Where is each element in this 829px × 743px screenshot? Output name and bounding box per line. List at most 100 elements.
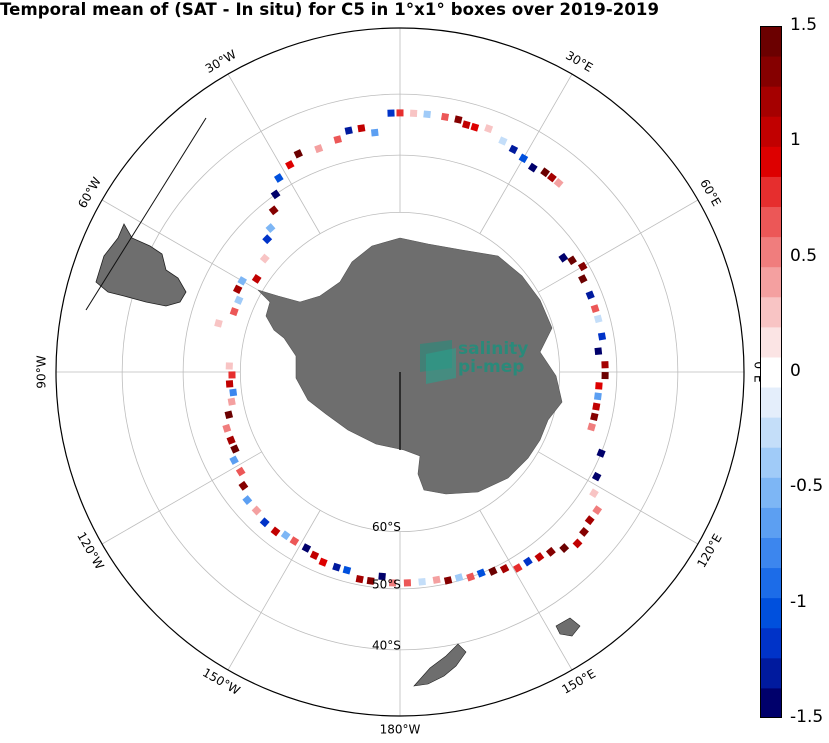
data-box (592, 402, 601, 411)
data-box (259, 253, 270, 264)
chart-title: Temporal mean of (SAT - In situ) for C5 … (0, 0, 660, 19)
data-box (342, 565, 352, 575)
data-box (499, 563, 510, 574)
colorbar-segment (760, 507, 782, 538)
data-box (512, 563, 523, 573)
data-box (235, 466, 246, 477)
data-box (601, 361, 609, 369)
data-box (285, 160, 295, 170)
data-box (590, 412, 599, 421)
data-box (234, 295, 244, 305)
longitude-label: 120°W (74, 530, 107, 572)
south-america-landmass (95, 223, 187, 307)
colorbar-segment (760, 387, 782, 418)
salinity-pimep-logo: salinity pi-mep (418, 338, 538, 386)
data-box (270, 526, 281, 537)
data-box (314, 144, 324, 154)
coastline-line (85, 117, 207, 311)
latitude-label: 40°S (372, 638, 401, 652)
data-box (225, 380, 234, 388)
data-box (273, 173, 284, 183)
data-box (454, 573, 464, 582)
longitude-label: 60°E (697, 177, 724, 209)
data-box (596, 448, 606, 458)
data-box (601, 372, 609, 380)
latitude-label: 60°S (372, 520, 401, 534)
data-box (454, 115, 463, 124)
data-box (214, 319, 223, 328)
graticule (56, 28, 744, 716)
data-box (572, 538, 583, 549)
data-box (593, 392, 602, 401)
data-box (242, 495, 253, 506)
meridian-line (227, 510, 321, 671)
colorbar-segment (760, 447, 782, 478)
data-box (595, 382, 603, 390)
data-box (318, 557, 328, 567)
data-box (443, 576, 453, 585)
colorbar-tick-label: -1 (790, 591, 807, 612)
data-box (301, 543, 312, 553)
data-box (344, 126, 353, 135)
colorbar-segment (760, 356, 782, 388)
colorbar-segment (760, 537, 782, 569)
meridian-line (538, 451, 699, 545)
data-box (224, 410, 234, 419)
data-box (523, 556, 533, 567)
data-box (476, 568, 486, 578)
data-box (553, 177, 564, 188)
data-box (508, 144, 519, 155)
data-box (590, 304, 600, 314)
data-box (462, 120, 471, 129)
data-box (403, 579, 412, 587)
colorbar-tick-label: 1.5 (790, 15, 818, 35)
new-zealand-south-island (413, 643, 467, 687)
data-box (484, 124, 494, 134)
data-box (332, 562, 342, 572)
colorbar-segment (760, 116, 782, 147)
data-box (378, 572, 386, 581)
data-box (518, 153, 529, 164)
data-box (370, 128, 379, 137)
meridian-line (479, 510, 573, 671)
data-box (589, 488, 599, 499)
latitude-label: 50°S (372, 577, 401, 591)
data-box (584, 515, 595, 526)
data-box (418, 577, 426, 586)
data-box (592, 505, 603, 515)
data-box (540, 167, 550, 178)
meridian-line (538, 199, 699, 293)
longitude-label: 90°W (35, 355, 49, 388)
data-box (226, 435, 236, 445)
colorbar-segment (760, 296, 782, 328)
data-box (388, 579, 397, 587)
data-box (262, 234, 273, 245)
data-box (289, 536, 300, 546)
data-box (366, 576, 375, 585)
data-box (237, 276, 247, 286)
data-box (251, 274, 262, 284)
colorbar-segment (760, 687, 782, 718)
colorbar-segment (760, 326, 782, 358)
colorbar-segment (760, 176, 782, 208)
colorbar-segment (760, 236, 782, 268)
colorbar-segment (760, 86, 782, 117)
data-box (268, 205, 279, 216)
data-box (227, 397, 236, 406)
data-box (387, 109, 395, 117)
colorbar-tick-label: 0 (790, 361, 801, 381)
data-box (333, 135, 342, 144)
colorbar-segment (760, 206, 782, 238)
data-box (280, 530, 291, 541)
colorbar-segment (760, 266, 782, 298)
data-box (559, 543, 570, 554)
colorbar-segment (760, 627, 782, 659)
data-box (545, 546, 556, 557)
logo-text-pimep: pi-mep (458, 357, 525, 377)
data-box (578, 274, 588, 284)
meridian-line (101, 451, 262, 545)
longitude-label: 120°E (694, 531, 724, 570)
map-frame (55, 27, 745, 717)
data-box (409, 109, 418, 117)
